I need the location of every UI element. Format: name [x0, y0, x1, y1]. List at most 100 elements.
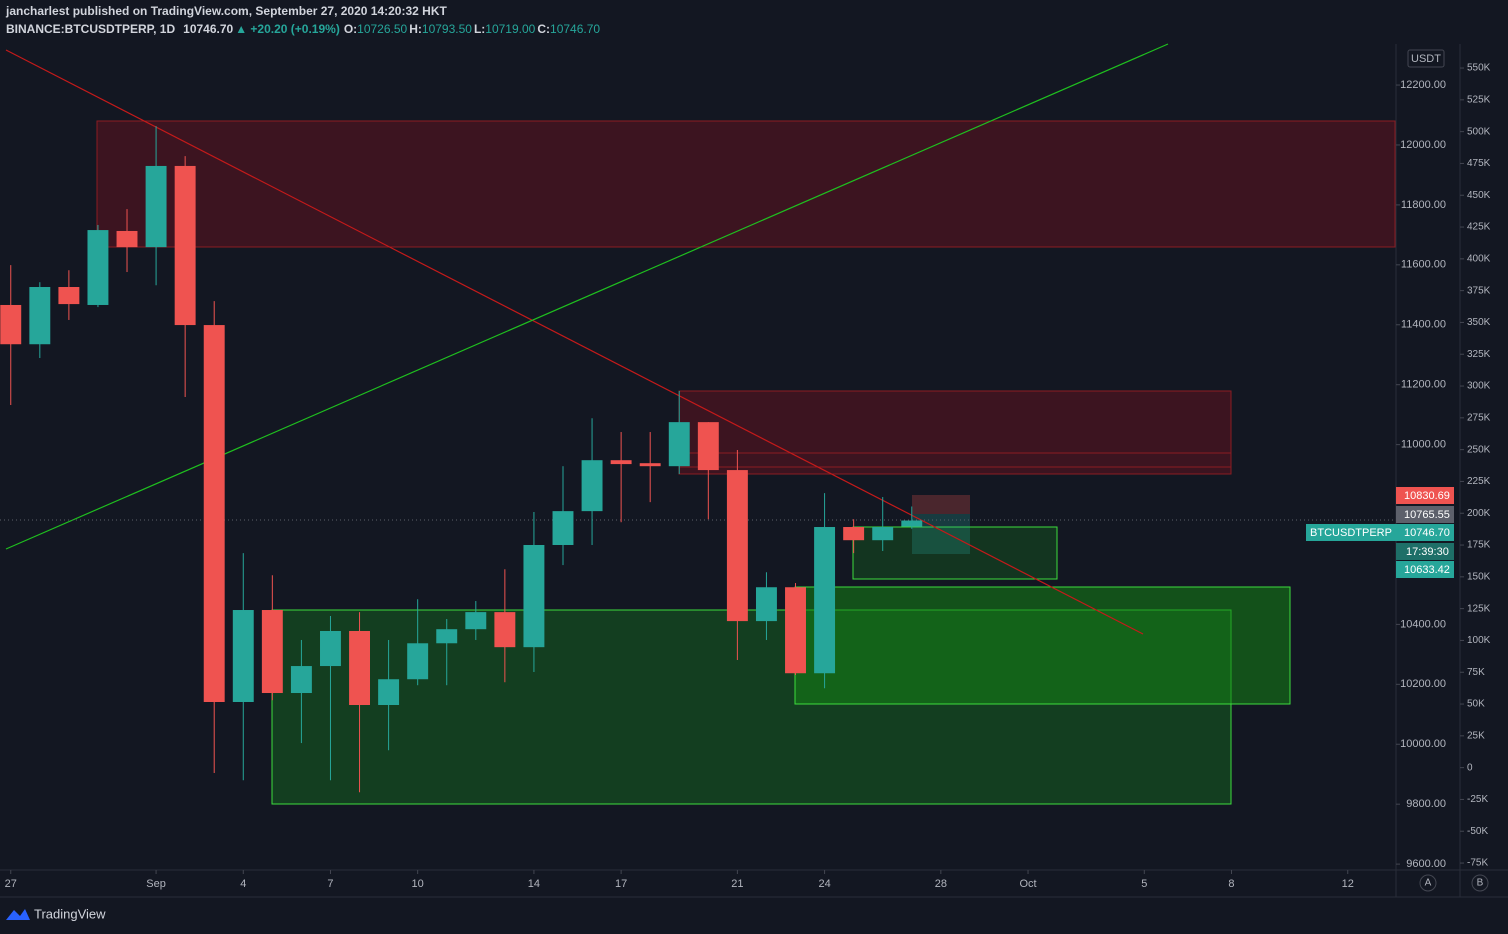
x-tick-label: 21 — [731, 878, 743, 890]
y2-tick-label: -50K — [1467, 826, 1488, 837]
candle-body — [523, 544, 545, 648]
trend-line — [5, 43, 1169, 550]
y2-tick-label: 300K — [1467, 381, 1491, 392]
last: 10746.70 — [183, 22, 233, 36]
candle-body — [290, 666, 312, 694]
candle-body — [814, 527, 836, 674]
y2-tick-label: 475K — [1467, 158, 1491, 169]
symbol-tag — [1306, 524, 1396, 541]
candle-body — [349, 630, 370, 705]
c-label: C: — [537, 22, 550, 36]
y2-tick-label: 125K — [1467, 603, 1491, 614]
y2-tick-label: 400K — [1467, 253, 1491, 264]
y2-tick-label: 550K — [1467, 63, 1491, 74]
x-tick-label: Sep — [146, 878, 166, 890]
x-tick-label: 4 — [240, 878, 246, 890]
h: 10793.50 — [422, 22, 472, 36]
candle-body — [145, 165, 167, 248]
symbol-tag-text: BTCUSDTPERP — [1310, 527, 1392, 539]
y2-tick-label: 175K — [1467, 540, 1491, 551]
trend-line — [5, 49, 1144, 635]
y2-tick-label: 225K — [1467, 476, 1491, 487]
scale-button[interactable] — [1471, 874, 1489, 892]
y-tick-label: 11600.00 — [1401, 259, 1446, 271]
x-tick-label: 27 — [5, 878, 17, 890]
candle-body — [494, 612, 516, 648]
y-tick-label: 9800.00 — [1406, 798, 1446, 810]
x-tick-label: 10 — [412, 878, 424, 890]
countdown-tag — [1396, 543, 1454, 560]
x-tick-label: 12 — [1342, 878, 1354, 890]
x-tick-label: 5 — [1141, 878, 1147, 890]
candle-body — [552, 511, 574, 545]
scale-button-label[interactable]: B — [1477, 878, 1484, 889]
y2-tick-label: -75K — [1467, 858, 1488, 869]
candle-body — [0, 304, 22, 345]
x-tick-label: 24 — [818, 878, 830, 890]
axes: 12200.00 12000.00 11800.00 11600.00 11400.00… — [5, 63, 1491, 890]
y2-tick-label: 525K — [1467, 94, 1491, 105]
y2-tick-label: 25K — [1467, 730, 1485, 741]
price-tag-text: 10765.55 — [1404, 509, 1450, 521]
y-tick-label: 9600.00 — [1406, 858, 1446, 870]
currency[interactable]: USDT — [1411, 53, 1441, 65]
y2-tick-label: 200K — [1467, 508, 1491, 519]
candle-body — [436, 629, 458, 644]
candles — [0, 126, 923, 793]
price-tag — [1396, 561, 1454, 578]
scale-button-label[interactable]: A — [1425, 878, 1432, 889]
candle-body — [58, 287, 80, 305]
price-tag — [1396, 506, 1454, 523]
candle-body — [116, 230, 138, 248]
brand: TradingView — [34, 906, 106, 921]
candle-body — [378, 679, 400, 705]
y-tick-label: 10400.00 — [1400, 618, 1446, 630]
scale-button[interactable] — [1419, 874, 1437, 892]
c: 10746.70 — [550, 22, 600, 36]
x-tick-label: Oct — [1019, 878, 1036, 890]
o: 10726.50 — [357, 22, 407, 36]
y-tick-label: 11800.00 — [1401, 199, 1446, 211]
candle-body — [785, 587, 806, 674]
y-tick-label: 11400.00 — [1401, 319, 1446, 331]
drawings — [0, 43, 1396, 805]
y2-tick-label: 350K — [1467, 317, 1491, 328]
y-tick-label: 10000.00 — [1400, 738, 1446, 750]
candle-body — [610, 460, 632, 465]
candle-body — [232, 610, 254, 703]
resistance-zone — [678, 390, 1232, 475]
price-tag-text: 10830.69 — [1404, 490, 1450, 502]
candle-body — [203, 325, 225, 703]
y2-tick-label: 375K — [1467, 285, 1491, 296]
currency-box[interactable] — [1407, 49, 1445, 68]
candle-body — [726, 470, 748, 622]
y2-tick-label: -25K — [1467, 794, 1488, 805]
y-tick-label: 12000.00 — [1400, 139, 1446, 151]
y2-tick-label: 100K — [1467, 635, 1491, 646]
y2-tick-label: 50K — [1467, 699, 1485, 710]
resistance-zone — [96, 120, 1396, 248]
support-zone — [794, 586, 1291, 705]
candle-body — [872, 527, 894, 541]
l-label: L: — [474, 22, 485, 36]
y2-tick-label: 325K — [1467, 349, 1491, 360]
y2-tick-label: 500K — [1467, 126, 1491, 137]
x-tick-label: 28 — [935, 878, 947, 890]
candle-body — [843, 527, 865, 541]
price-tag — [1396, 524, 1454, 541]
change: ▲ +20.20 (+0.19%) — [235, 22, 340, 36]
x-tick-label: 14 — [528, 878, 540, 890]
candle-body — [639, 463, 661, 467]
candle-body — [465, 612, 487, 630]
y-tick-label: 12200.00 — [1400, 79, 1446, 91]
candle-body — [174, 165, 196, 326]
candle-body — [581, 460, 603, 512]
candle-body — [755, 587, 777, 622]
candle-body — [697, 422, 719, 471]
candle-body — [668, 422, 690, 467]
y-tick-label: 11200.00 — [1401, 379, 1446, 391]
publisher: jancharlest published on TradingView.com… — [5, 4, 447, 18]
symbol: BINANCE:BTCUSDTPERP, 1D — [6, 22, 175, 36]
